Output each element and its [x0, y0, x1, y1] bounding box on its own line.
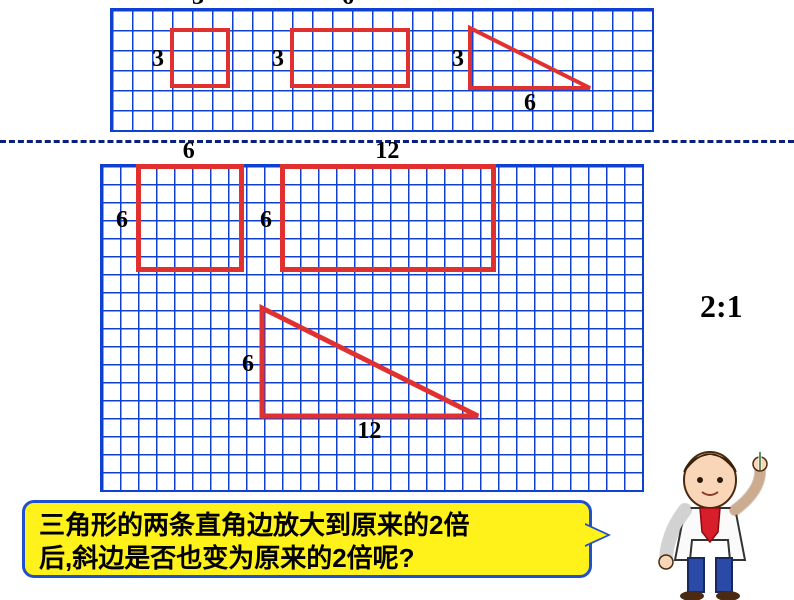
- label-top-tri-left: 3: [452, 46, 464, 73]
- top-square: [170, 28, 230, 88]
- top-triangle: [466, 24, 594, 92]
- bottom-square: [136, 164, 244, 272]
- speech-line1: 三角形的两条直角边放大到原来的2倍: [39, 509, 575, 542]
- boy-icon: [640, 440, 790, 600]
- label-bot-rect-top: 12: [375, 138, 399, 165]
- speech-bubble: 三角形的两条直角边放大到原来的2倍 后,斜边是否也变为原来的2倍呢?: [22, 500, 592, 578]
- speech-line2: 后,斜边是否也变为原来的2倍呢?: [39, 542, 575, 575]
- top-rectangle: [290, 28, 410, 88]
- label-bot-square-left: 6: [116, 207, 128, 234]
- label-top-square-top: 3: [192, 0, 204, 11]
- label-top-rect-top: 6: [342, 0, 354, 11]
- label-bot-square-top: 6: [183, 138, 195, 165]
- label-top-rect-left: 3: [272, 46, 284, 73]
- label-bot-tri-left: 6: [242, 351, 254, 378]
- bottom-triangle: [257, 303, 483, 421]
- label-top-square-left: 3: [152, 46, 164, 73]
- bottom-rectangle: [280, 164, 496, 272]
- label-top-tri-bottom: 6: [524, 90, 536, 117]
- ratio-label: 2:1: [700, 288, 743, 325]
- label-bot-rect-leftside: 6: [260, 207, 272, 234]
- label-bot-tri-bottom: 12: [357, 418, 381, 445]
